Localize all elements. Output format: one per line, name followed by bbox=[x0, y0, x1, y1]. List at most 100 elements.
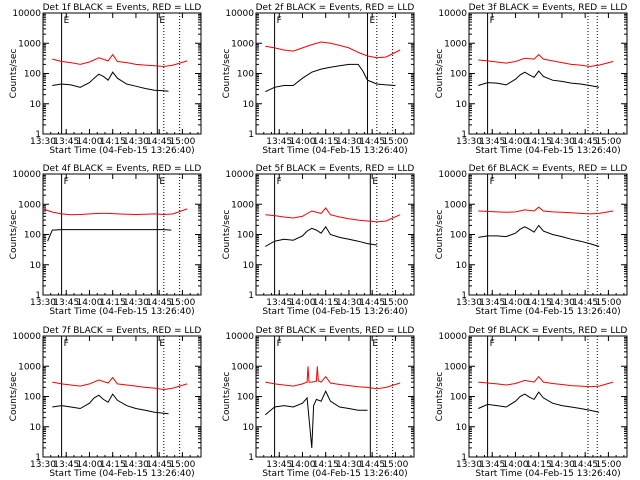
marker-label: F bbox=[277, 339, 282, 349]
plot-frame bbox=[42, 12, 202, 135]
y-tick-label: 1000 bbox=[231, 39, 254, 49]
x-tick-label: 14:15 bbox=[100, 460, 126, 470]
x-tick-label: 13:30 bbox=[456, 137, 482, 147]
x-axis-label: Start Time (04-Feb-15 13:26:40) bbox=[262, 146, 407, 156]
x-tick-label: 15:00 bbox=[595, 460, 621, 470]
y-tick-label: 1 bbox=[461, 130, 467, 140]
panel-det-2: Det 2f BLACK = Events, RED = LLD 1 10 100 10… bbox=[222, 3, 415, 156]
x-axis-label: Start Time (04-Feb-15 13:26:40) bbox=[262, 307, 407, 317]
x-tick-label: 15:00 bbox=[382, 298, 408, 308]
x-axis-label: Start Time (04-Feb-15 13:26:40) bbox=[49, 307, 194, 317]
y-tick-label: 10000 bbox=[225, 332, 254, 342]
x-tick-label: 14:00 bbox=[290, 137, 316, 147]
x-tick-label: 14:15 bbox=[526, 460, 552, 470]
x-tick-label: 13:30 bbox=[30, 298, 56, 308]
x-tick-label: 13:30 bbox=[456, 460, 482, 470]
y-tick-label: 1000 bbox=[444, 39, 467, 49]
x-tick-label: 14:30 bbox=[336, 137, 362, 147]
plot-frame bbox=[42, 335, 202, 458]
x-tick-label: 14:45 bbox=[146, 137, 172, 147]
y-tick-label: 10 bbox=[30, 261, 42, 271]
series-line-events bbox=[264, 390, 368, 448]
y-tick-label: 1 bbox=[461, 453, 467, 463]
x-tick-label: 14:45 bbox=[572, 460, 598, 470]
panel-det-4: Det 4f BLACK = Events, RED = LLD 1 10 100 10… bbox=[9, 164, 202, 317]
series-line-lld bbox=[265, 207, 401, 223]
x-tick-label: 13:45 bbox=[479, 460, 505, 470]
marker-label: F bbox=[490, 16, 495, 26]
y-tick-label: 1000 bbox=[444, 200, 467, 210]
y-axis-label: Counts/sec bbox=[222, 210, 232, 260]
y-tick-label: 1 bbox=[461, 291, 467, 301]
x-tick-label: 15:00 bbox=[169, 298, 195, 308]
panel-det-8: Det 8f BLACK = Events, RED = LLD 1 10 100 10… bbox=[222, 326, 415, 479]
x-tick-label: 14:00 bbox=[503, 298, 529, 308]
y-tick-label: 1000 bbox=[231, 362, 254, 372]
plot-frame bbox=[255, 12, 415, 135]
series-line-lld bbox=[52, 53, 188, 68]
x-tick-label: 14:00 bbox=[290, 460, 316, 470]
y-tick-label: 100 bbox=[24, 393, 41, 403]
marker-label: E bbox=[159, 16, 165, 26]
y-tick-label: 10000 bbox=[12, 332, 41, 342]
plot-frame bbox=[255, 173, 415, 296]
x-tick-label: 14:00 bbox=[290, 298, 316, 308]
x-axis-label: Start Time (04-Feb-15 13:26:40) bbox=[49, 146, 194, 156]
plot-frame bbox=[255, 335, 415, 458]
plot-frame bbox=[468, 173, 628, 296]
x-tick-label: 14:30 bbox=[123, 460, 149, 470]
x-tick-label: 13:45 bbox=[53, 460, 79, 470]
y-tick-label: 1000 bbox=[444, 362, 467, 372]
marker-label: F bbox=[490, 177, 495, 187]
y-tick-label: 10 bbox=[30, 423, 42, 433]
y-axis-label: Counts/sec bbox=[435, 49, 445, 99]
x-tick-label: 13:30 bbox=[456, 298, 482, 308]
x-tick-label: 14:15 bbox=[313, 137, 339, 147]
y-tick-label: 10 bbox=[243, 261, 255, 271]
panel-det-9: Det 9f BLACK = Events, RED = LLD 1 10 100 10… bbox=[435, 326, 628, 479]
x-tick-label: 13:30 bbox=[30, 460, 56, 470]
series-line-events bbox=[52, 393, 169, 415]
x-tick-label: 13:45 bbox=[266, 298, 292, 308]
x-axis-label: Start Time (04-Feb-15 13:26:40) bbox=[475, 307, 620, 317]
x-tick-label: 14:15 bbox=[526, 137, 552, 147]
x-tick-label: 14:45 bbox=[572, 298, 598, 308]
x-axis-label: Start Time (04-Feb-15 13:26:40) bbox=[475, 146, 620, 156]
x-tick-label: 13:30 bbox=[30, 137, 56, 147]
x-tick-label: 14:15 bbox=[313, 460, 339, 470]
x-tick-label: 14:45 bbox=[359, 460, 385, 470]
x-tick-label: 15:00 bbox=[595, 298, 621, 308]
y-tick-label: 1 bbox=[35, 291, 41, 301]
x-axis-label: Start Time (04-Feb-15 13:26:40) bbox=[475, 469, 620, 479]
panel-title: Det 7f BLACK = Events, RED = LLD bbox=[43, 326, 202, 336]
x-tick-label: 14:45 bbox=[146, 460, 172, 470]
panel-det-7: Det 7f BLACK = Events, RED = LLD 1 10 100 10… bbox=[9, 326, 202, 479]
marker-label: E bbox=[370, 16, 376, 26]
marker-label: F bbox=[277, 16, 282, 26]
y-tick-label: 100 bbox=[237, 70, 254, 80]
x-tick-label: 15:00 bbox=[169, 137, 195, 147]
plot-frame bbox=[42, 173, 202, 296]
y-tick-label: 1000 bbox=[18, 39, 41, 49]
plot-frame bbox=[468, 335, 628, 458]
y-tick-label: 100 bbox=[24, 231, 41, 241]
panel-title: Det 1f BLACK = Events, RED = LLD bbox=[43, 3, 202, 13]
x-tick-label: 14:30 bbox=[549, 298, 575, 308]
y-tick-label: 100 bbox=[237, 231, 254, 241]
y-tick-label: 1 bbox=[248, 130, 254, 140]
panel-det-5: Det 5f BLACK = Events, RED = LLD 1 10 100 10… bbox=[222, 164, 415, 317]
y-tick-label: 10 bbox=[456, 423, 468, 433]
x-tick-label: 13:45 bbox=[479, 298, 505, 308]
marker-label: E bbox=[372, 177, 378, 187]
y-tick-label: 100 bbox=[450, 393, 467, 403]
panel-title: Det 8f BLACK = Events, RED = LLD bbox=[256, 326, 415, 336]
x-tick-label: 14:00 bbox=[77, 298, 103, 308]
y-axis-label: Counts/sec bbox=[222, 372, 232, 422]
series-line-events bbox=[47, 229, 172, 242]
y-tick-label: 1000 bbox=[231, 200, 254, 210]
y-tick-label: 10000 bbox=[12, 170, 41, 180]
panel-title: Det 4f BLACK = Events, RED = LLD bbox=[43, 164, 202, 174]
x-tick-label: 14:30 bbox=[549, 137, 575, 147]
series-line-lld bbox=[52, 376, 188, 391]
y-tick-label: 1000 bbox=[18, 200, 41, 210]
